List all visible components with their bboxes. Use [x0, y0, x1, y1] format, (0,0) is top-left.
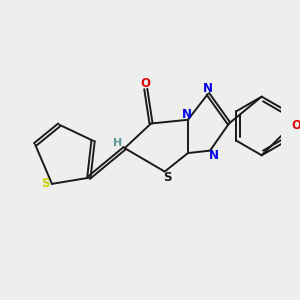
Text: S: S [163, 171, 171, 184]
Text: O: O [141, 77, 151, 91]
Text: N: N [203, 82, 213, 95]
Text: H: H [113, 138, 122, 148]
Text: O: O [291, 119, 300, 133]
Text: S: S [41, 177, 49, 190]
Text: N: N [182, 108, 191, 121]
Text: N: N [208, 149, 218, 162]
